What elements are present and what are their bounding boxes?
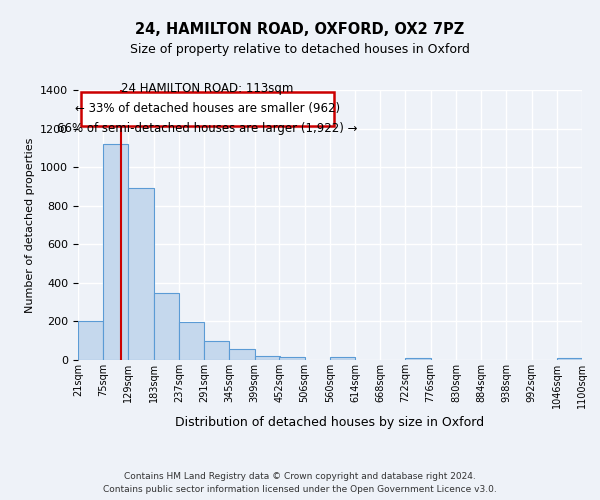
Bar	[154, 292, 179, 360]
Bar	[330, 357, 355, 360]
Text: 24 HAMILTON ROAD: 113sqm
← 33% of detached houses are smaller (962)
66% of semi-: 24 HAMILTON ROAD: 113sqm ← 33% of detach…	[57, 82, 358, 136]
Bar	[280, 357, 305, 360]
Bar	[406, 358, 431, 360]
Text: Contains public sector information licensed under the Open Government Licence v3: Contains public sector information licen…	[103, 485, 497, 494]
Bar	[557, 358, 582, 360]
Bar	[78, 322, 103, 360]
Text: Size of property relative to detached houses in Oxford: Size of property relative to detached ho…	[130, 42, 470, 56]
Bar	[254, 356, 280, 360]
Bar	[229, 350, 254, 360]
Bar	[204, 340, 229, 360]
Text: 24, HAMILTON ROAD, OXFORD, OX2 7PZ: 24, HAMILTON ROAD, OXFORD, OX2 7PZ	[136, 22, 464, 38]
X-axis label: Distribution of detached houses by size in Oxford: Distribution of detached houses by size …	[175, 416, 485, 430]
Bar	[128, 188, 154, 360]
FancyBboxPatch shape	[81, 92, 334, 126]
Y-axis label: Number of detached properties: Number of detached properties	[25, 138, 35, 312]
Bar	[103, 144, 128, 360]
Text: Contains HM Land Registry data © Crown copyright and database right 2024.: Contains HM Land Registry data © Crown c…	[124, 472, 476, 481]
Bar	[179, 322, 204, 360]
